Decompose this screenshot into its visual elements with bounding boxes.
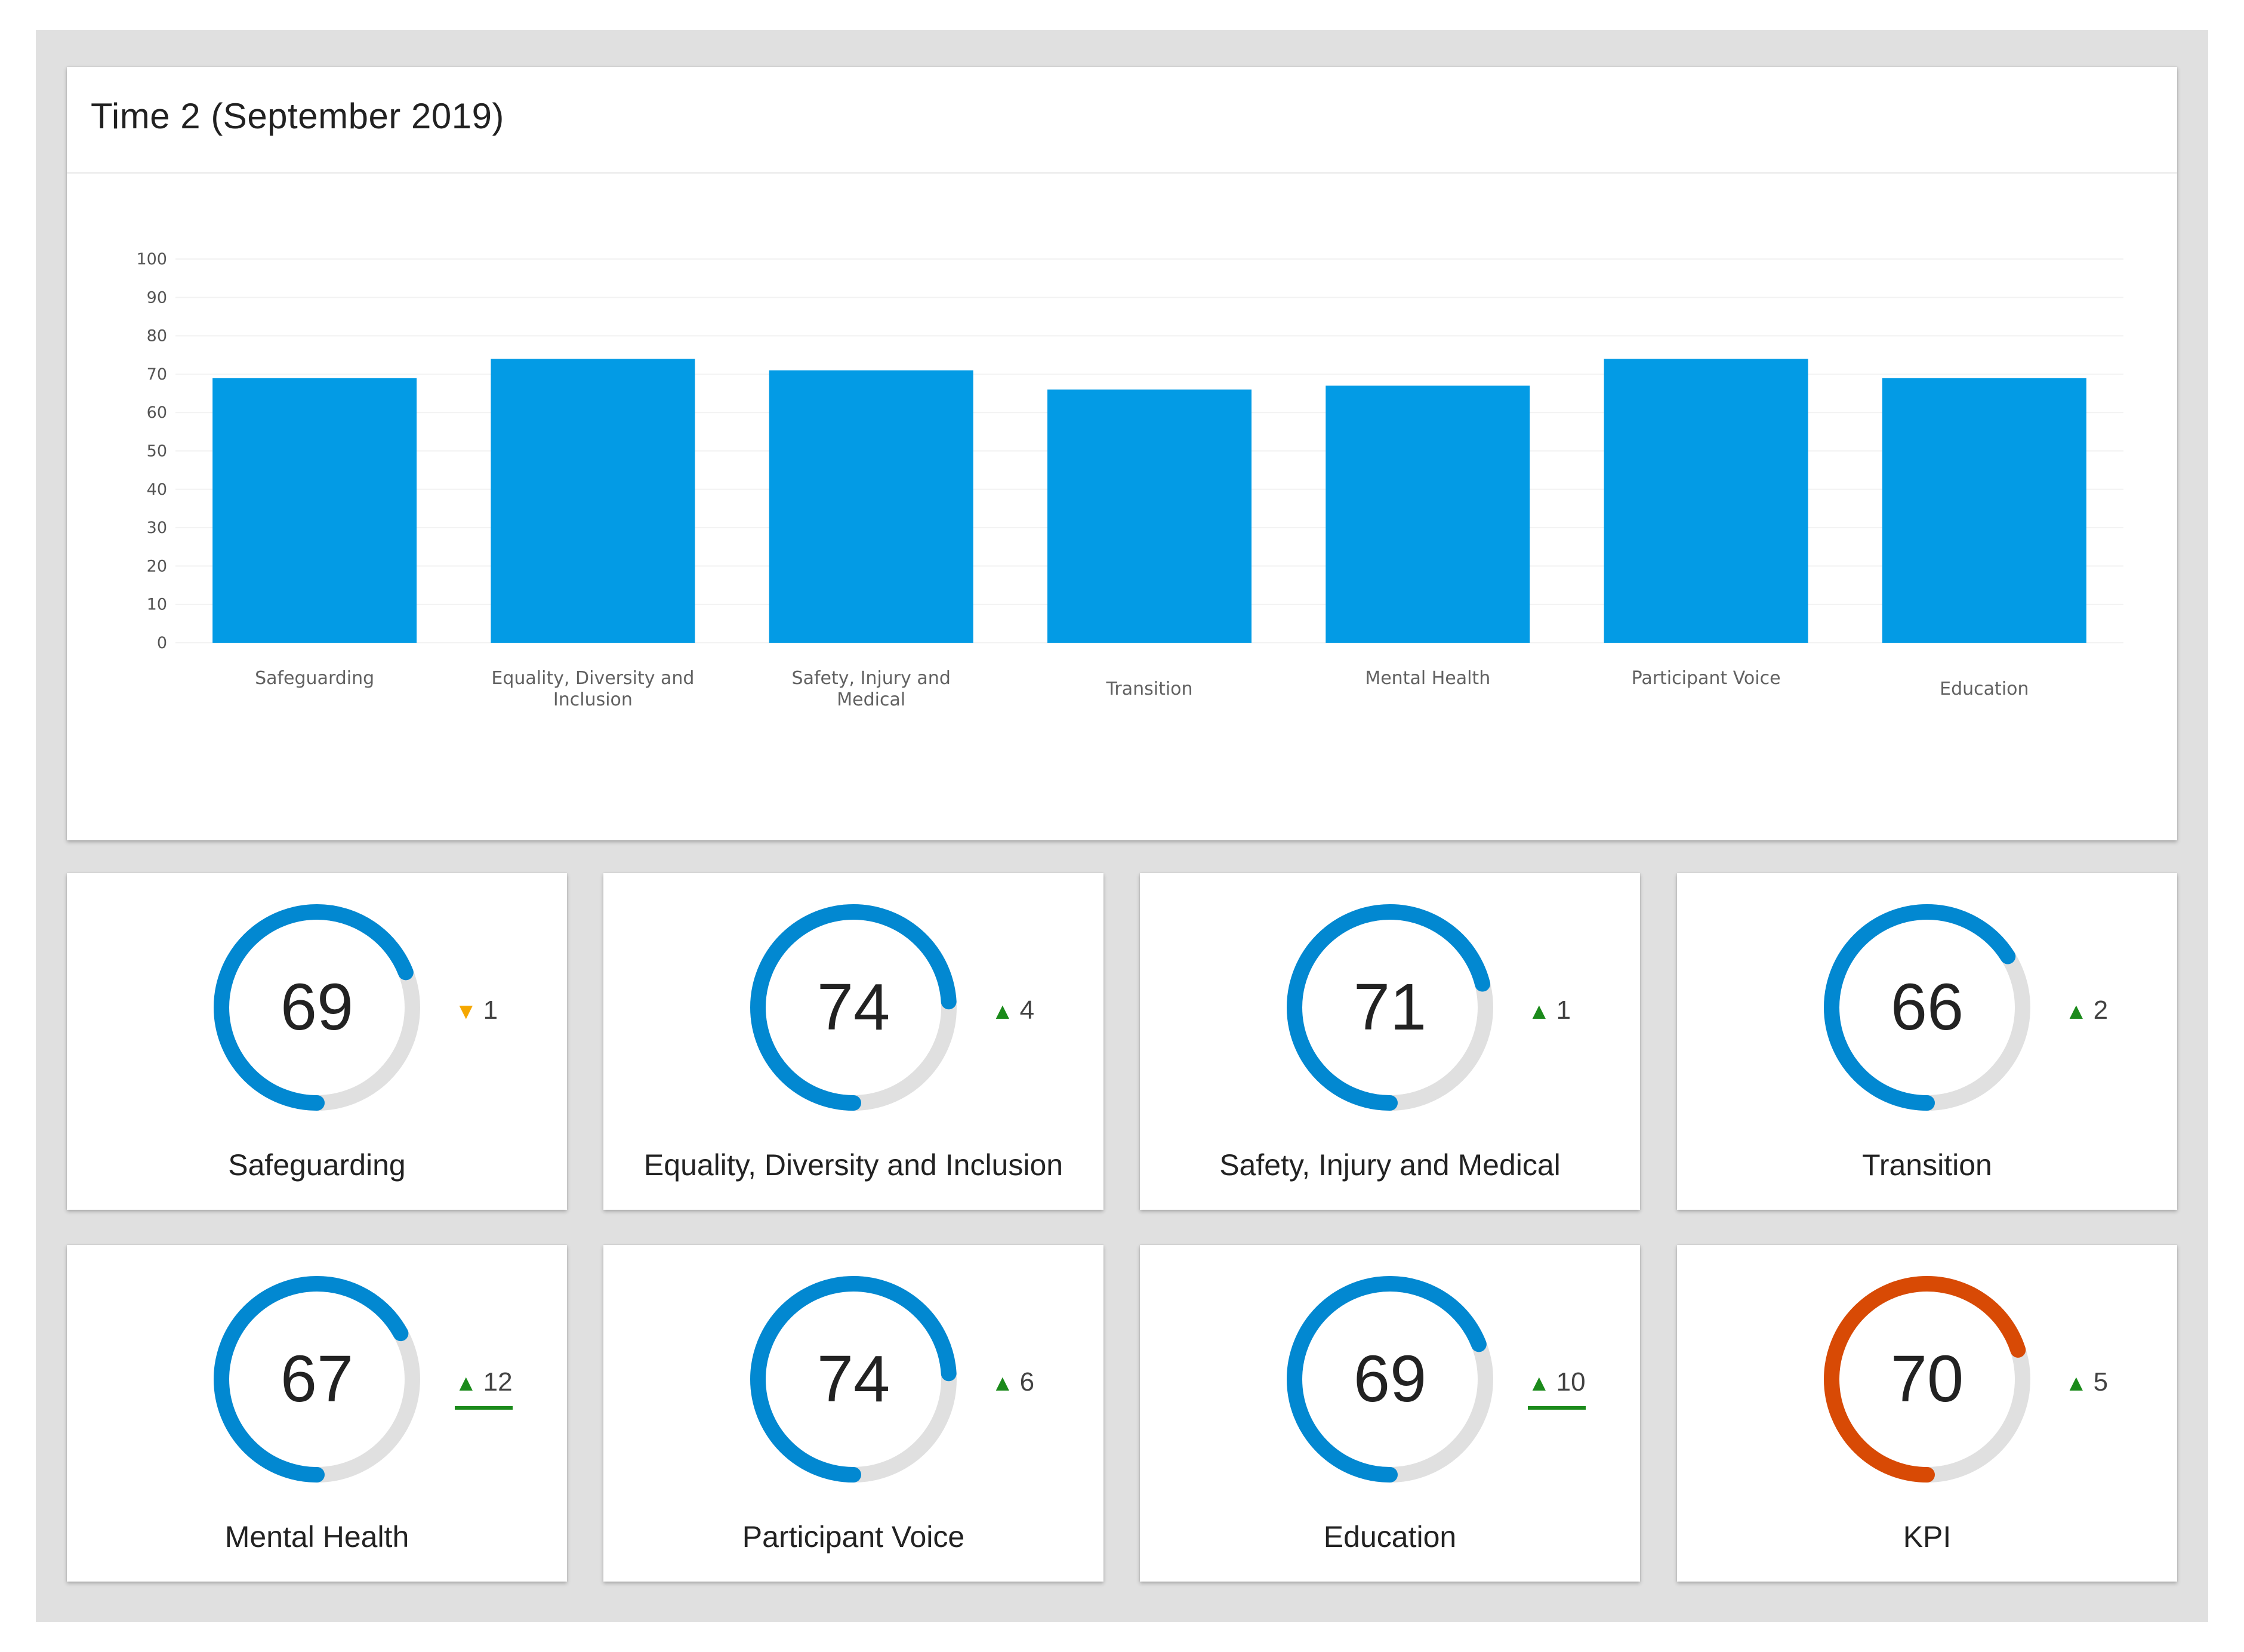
y-tick-label: 60 (147, 403, 167, 422)
gauge-card-education[interactable]: 69 ▲ 10 Education (1140, 1245, 1640, 1582)
gauge-value: 67 (280, 1342, 354, 1416)
gauge-card-equality-diversity-inclusion[interactable]: 74 ▲ 4 Equality, Diversity and Inclusion (603, 873, 1103, 1210)
gauge-arc (214, 904, 420, 1111)
y-tick-label: 0 (157, 634, 167, 652)
gauge-arc (1824, 904, 2030, 1111)
gauge-card-safeguarding[interactable]: 69 ▼ 1 Safeguarding (67, 873, 567, 1210)
gauge-value: 69 (1353, 1342, 1427, 1416)
x-category-label: Transition (1105, 679, 1192, 699)
delta-value: 6 (1019, 1367, 1035, 1397)
gauge-value: 74 (816, 970, 890, 1044)
gauge-card-transition[interactable]: 66 ▲ 2 Transition (1677, 873, 2177, 1210)
bar-chart: 0 10 20 30 40 50 60 70 80 90 100 Safeguarding Equali… (136, 250, 2123, 710)
gauge-arc (1824, 1276, 2030, 1483)
gauge-value: 69 (280, 970, 354, 1044)
gauge-value: 74 (816, 1342, 890, 1416)
gauge-label: Safety, Injury and Medical (1219, 1148, 1561, 1182)
gauge-arc (750, 1276, 957, 1483)
gauge-ring (1824, 904, 2030, 1111)
gauge-ring (1287, 904, 1493, 1111)
chart-title: Time 2 (September 2019) (91, 96, 504, 136)
gauge-ring (750, 904, 957, 1111)
bar (1047, 389, 1252, 643)
delta-value: 1 (483, 995, 498, 1025)
delta-value: 1 (1556, 995, 1571, 1025)
delta-value: 4 (1019, 995, 1035, 1025)
trend-arrow-icon: ▲ (455, 1371, 477, 1396)
gauge-label: Equality, Diversity and Inclusion (643, 1148, 1064, 1182)
y-tick-label: 80 (147, 327, 167, 346)
x-category-label: Medical (837, 689, 905, 710)
dashboard-frame: Time 2 (September 2019) 0 10 20 30 40 50 60 70 8… (36, 30, 2208, 1622)
delta-value: 12 (483, 1367, 513, 1397)
delta-indicator: ▲ 12 (455, 1368, 513, 1410)
x-category-label: Education (1940, 679, 2029, 699)
gauge-label: Education (1323, 1520, 1457, 1554)
x-category-label: Safety, Injury and (792, 668, 951, 689)
gauge-card-kpi[interactable]: 70 ▲ 5 KPI (1677, 1245, 2177, 1582)
delta-value: 10 (1556, 1367, 1586, 1397)
bar (212, 378, 417, 643)
gauge-value: 66 (1890, 970, 1964, 1044)
y-tick-label: 30 (147, 519, 167, 537)
gauge-arc (750, 904, 957, 1111)
y-tick-label: 40 (147, 480, 167, 499)
gauge-arc (1287, 904, 1493, 1111)
x-category-label: Equality, Diversity and (491, 668, 694, 689)
gauge-ring (214, 904, 420, 1111)
gauge-value: 70 (1890, 1342, 1964, 1416)
x-category-label: Inclusion (553, 689, 633, 710)
y-tick-label: 10 (147, 596, 167, 614)
delta-value: 2 (2093, 995, 2109, 1025)
trend-arrow-icon: ▲ (1528, 1371, 1551, 1396)
trend-arrow-icon: ▲ (991, 1371, 1014, 1396)
gauge-arc (214, 1276, 420, 1483)
delta-indicator: ▲ 1 (1528, 996, 1571, 1026)
gauge-label: KPI (1903, 1520, 1952, 1554)
delta-indicator: ▼ 1 (455, 996, 498, 1026)
chart-divider (67, 172, 2177, 174)
delta-indicator: ▲ 6 (991, 1368, 1034, 1398)
delta-value: 5 (2093, 1367, 2109, 1397)
trend-arrow-icon: ▼ (455, 999, 477, 1024)
x-category-label: Mental Health (1365, 668, 1490, 689)
trend-arrow-icon: ▲ (991, 999, 1014, 1024)
gauge-ring (1824, 1276, 2030, 1483)
trend-arrow-icon: ▲ (2065, 1371, 2088, 1396)
gauge-arc (1287, 1276, 1493, 1483)
bar (1326, 386, 1530, 643)
gauge-label: Mental Health (224, 1520, 409, 1554)
x-category-label: Participant Voice (1632, 668, 1781, 689)
y-tick-label: 20 (147, 557, 167, 575)
delta-indicator: ▲ 2 (2065, 996, 2108, 1026)
bar (769, 370, 973, 643)
gauge-card-safety-injury-medical[interactable]: 71 ▲ 1 Safety, Injury and Medical (1140, 873, 1640, 1210)
y-tick-label: 100 (136, 250, 167, 269)
gauge-label: Transition (1862, 1148, 1992, 1182)
y-tick-label: 70 (147, 365, 167, 384)
gauge-ring (1287, 1276, 1493, 1483)
trend-arrow-icon: ▲ (1528, 999, 1551, 1024)
bar (491, 359, 695, 643)
gauge-card-participant-voice[interactable]: 74 ▲ 6 Participant Voice (603, 1245, 1103, 1582)
gauge-ring (214, 1276, 420, 1483)
x-category-label: Safeguarding (255, 668, 374, 689)
gauge-card-mental-health[interactable]: 67 ▲ 12 Mental Health (67, 1245, 567, 1582)
chart-card: Time 2 (September 2019) 0 10 20 30 40 50 60 70 8… (67, 67, 2177, 840)
gauge-label: Participant Voice (742, 1520, 965, 1554)
y-tick-label: 50 (147, 442, 167, 461)
gauge-value: 71 (1353, 970, 1427, 1044)
bar (1604, 359, 1808, 643)
delta-indicator: ▲ 4 (991, 996, 1034, 1026)
delta-indicator: ▲ 5 (2065, 1368, 2108, 1398)
y-tick-label: 90 (147, 288, 167, 307)
bar (1882, 378, 2086, 643)
gauge-ring (750, 1276, 957, 1483)
trend-arrow-icon: ▲ (2065, 999, 2088, 1024)
gauge-label: Safeguarding (228, 1148, 406, 1182)
delta-indicator: ▲ 10 (1528, 1368, 1586, 1410)
